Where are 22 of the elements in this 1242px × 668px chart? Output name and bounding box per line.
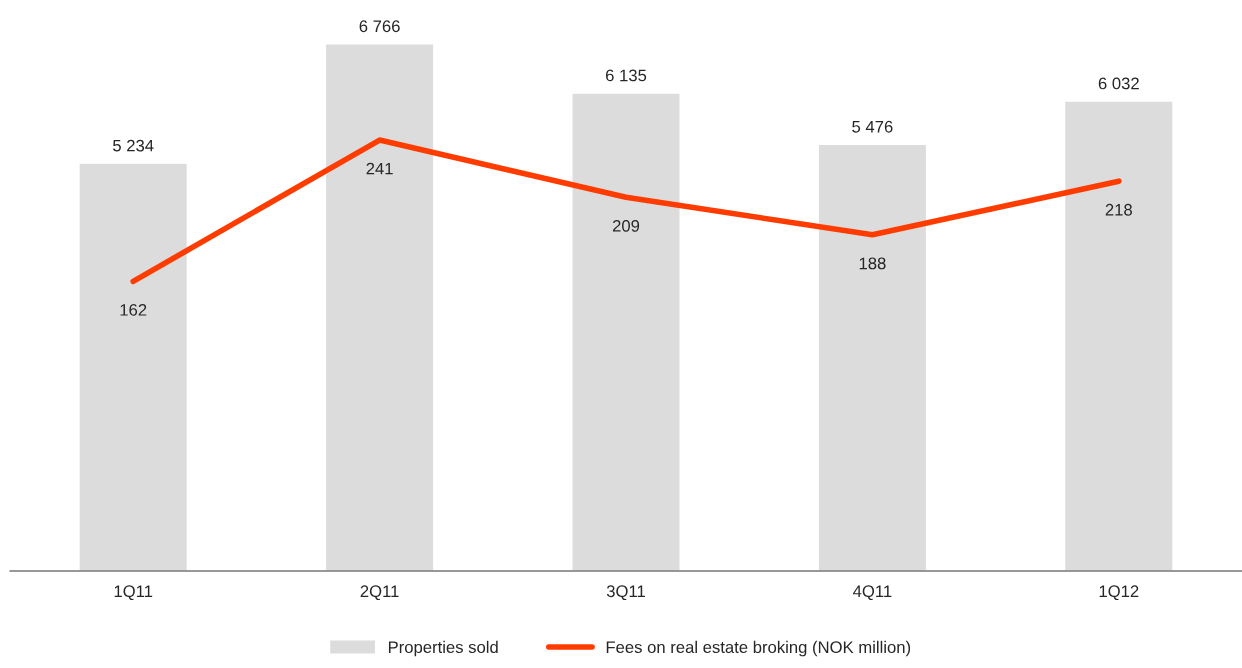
data-label: 6 032 (1098, 77, 1139, 90)
bar (571, 92, 681, 571)
data-label: 241 (366, 162, 393, 175)
bar (78, 162, 189, 571)
x-tick-label: 1Q12 (1099, 585, 1139, 601)
bar (1063, 100, 1174, 571)
x-tick-label: 2Q11 (360, 585, 399, 601)
x-tick-label: 3Q11 (606, 585, 645, 601)
legend-label: Properties sold (388, 640, 498, 657)
data-label: 162 (120, 303, 147, 316)
data-label: 188 (859, 257, 886, 270)
data-label: 5 234 (113, 139, 154, 152)
x-tick-label: 1Q11 (114, 585, 153, 601)
data-label: 209 (612, 219, 640, 232)
legend-label: Fees on real estate broking (NOK million) (606, 640, 911, 657)
bar (817, 143, 928, 571)
data-label: 218 (1105, 203, 1132, 216)
bar (324, 43, 435, 571)
data-label: 5 476 (852, 120, 893, 133)
data-label: 6 766 (359, 20, 400, 33)
x-tick-label: 4Q11 (853, 585, 892, 601)
data-label: 6 135 (605, 69, 647, 82)
